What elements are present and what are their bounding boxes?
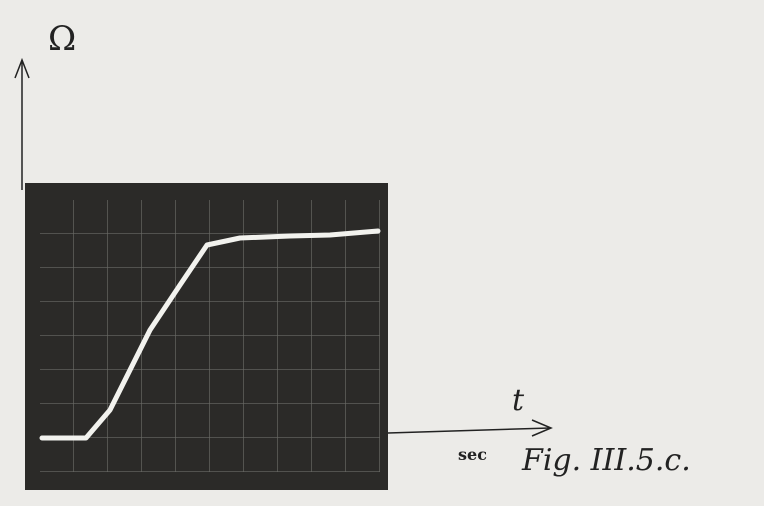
- x-unit: sec: [458, 445, 487, 464]
- x-axis-label: t: [512, 383, 525, 418]
- y-axis-label: Ω: [48, 19, 76, 59]
- caption: Fig. III.5.c.: [521, 443, 691, 478]
- figure: Ω t sec Fig. III.5.c.: [0, 0, 764, 506]
